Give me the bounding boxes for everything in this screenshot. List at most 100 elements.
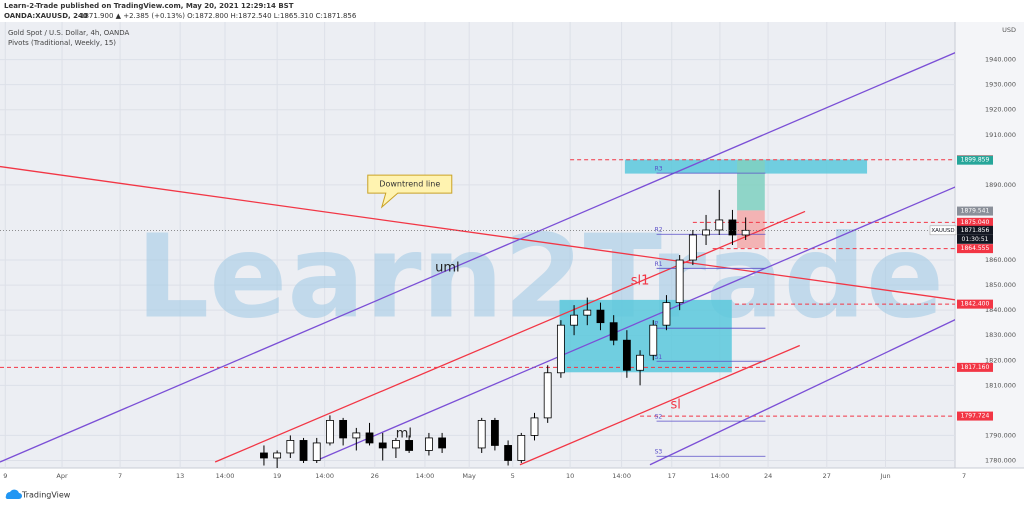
pivot-label: R3 [655, 166, 663, 173]
footer-logo: TradingView [5, 489, 71, 500]
level-tag [957, 362, 993, 372]
candle-body [378, 442, 387, 449]
y-tick-label: 1940.000 [985, 56, 1016, 64]
x-tick-label: 14:00 [711, 472, 730, 480]
candle-body [339, 419, 348, 439]
candle-body [649, 324, 658, 356]
trend-line [0, 52, 955, 463]
x-tick-label: 14:00 [416, 472, 435, 480]
y-tick-label: 1930.000 [985, 81, 1016, 89]
y-tick-label: 1860.000 [985, 256, 1016, 264]
candle-body [273, 452, 282, 459]
pivot-label: R1 [655, 261, 663, 268]
candle-body [662, 302, 671, 326]
candle-body [609, 322, 618, 341]
x-tick-label: Apr [56, 472, 68, 480]
x-tick-label: 7 [962, 472, 966, 480]
symbol-tag [929, 225, 957, 236]
candle-body [312, 442, 321, 461]
x-tick-label: Jun [879, 472, 890, 480]
level-tag-text: 1817.160 [961, 364, 990, 371]
candle-body [477, 419, 486, 449]
watermark: Learn2Trade [136, 211, 944, 345]
chart-title: Gold Spot / U.S. Dollar, 4h, OANDA [8, 29, 129, 37]
candle-body [715, 219, 724, 231]
candle-body [425, 437, 433, 451]
y-tick-label: 1850.000 [985, 281, 1016, 289]
y-tick-label: 1840.000 [985, 306, 1016, 314]
zone-box [737, 159, 765, 211]
level-tag [957, 411, 993, 421]
candle-body [570, 314, 578, 326]
price-tag-text: 1871.856 [961, 227, 990, 234]
candle-body [543, 372, 552, 419]
grid [0, 22, 955, 468]
candle-body [636, 354, 644, 371]
plot: R3 R2 R1 P S1 S2 S3 Downtrend line uml sl1 ml sl [0, 52, 955, 468]
publish-line: Learn-2-Trade published on TradingView.c… [4, 2, 294, 10]
x-tick-label: May [462, 472, 476, 480]
level-tag [957, 217, 993, 227]
x-tick-label: 24 [764, 472, 772, 480]
level-tag [957, 299, 993, 309]
candle-body [517, 435, 526, 461]
candle-body [490, 419, 499, 446]
y-tick-label: 1910.000 [985, 131, 1016, 139]
x-tick-label: 14:00 [315, 472, 334, 480]
candle-body [622, 339, 631, 371]
candle-body [326, 419, 334, 444]
price-tag [957, 225, 993, 235]
x-tick-label: 10 [566, 472, 574, 480]
symbol: OANDA:XAUUSD, 240 [4, 12, 88, 20]
footer-text: TradingView [21, 491, 71, 500]
candle-body [741, 229, 750, 236]
level-tag [957, 244, 993, 254]
candle-body [688, 234, 697, 261]
candle-body [728, 219, 737, 236]
pivot-label: S1 [655, 354, 663, 361]
annotation: sl1 [631, 274, 650, 289]
pivot-label: R2 [655, 227, 663, 234]
x-tick-label: 19 [273, 472, 281, 480]
callout-text: Downtrend line [379, 180, 440, 189]
candle-body [299, 440, 308, 461]
price-tag-text: 1899.859 [961, 157, 990, 164]
x-tick-label: 14:00 [612, 472, 631, 480]
quote: 1871.900 ▲ +2.385 (+0.13%) O:1872.800 H:… [80, 12, 357, 20]
x-tick-label: 5 [511, 472, 515, 480]
x-tick-label: 7 [118, 472, 122, 480]
annotation: ml [396, 427, 412, 442]
axes: 1780.000 1790.000 1810.000 1820.000 1830.000… [3, 56, 1016, 480]
price-tag-text: 1879.541 [961, 208, 990, 215]
candle-body [596, 309, 605, 324]
y-tick-label: 1780.000 [985, 456, 1016, 464]
y-tick-label: 1890.000 [985, 181, 1016, 189]
candle-body [530, 417, 539, 436]
x-tick-label: 26 [371, 472, 379, 480]
level-tag-text: 1797.724 [961, 413, 990, 420]
countdown-text: 01:30:51 [962, 236, 989, 243]
candle-body [286, 440, 295, 454]
trend-line [519, 344, 801, 466]
price-tag [957, 155, 993, 165]
pivot-label: S2 [655, 414, 663, 421]
callout-box [367, 174, 453, 209]
level-tag-text: 1875.040 [961, 219, 990, 226]
candle-body [392, 440, 400, 449]
candle-body [365, 432, 374, 444]
zone-box [737, 210, 765, 249]
candle-body [583, 309, 592, 316]
pivot-label: P [655, 321, 659, 328]
pivot-label: S3 [655, 449, 663, 456]
candle-body [438, 437, 447, 449]
price-tag [957, 206, 993, 216]
candle-body [504, 445, 512, 461]
candle-body [352, 432, 361, 439]
level-tag-text: 1864.555 [961, 245, 990, 252]
x-tick-label: 9 [3, 472, 7, 480]
x-tick-label: 14:00 [216, 472, 235, 480]
currency: USD [1002, 26, 1016, 34]
trend-line [319, 186, 955, 460]
candle-body [556, 324, 565, 374]
